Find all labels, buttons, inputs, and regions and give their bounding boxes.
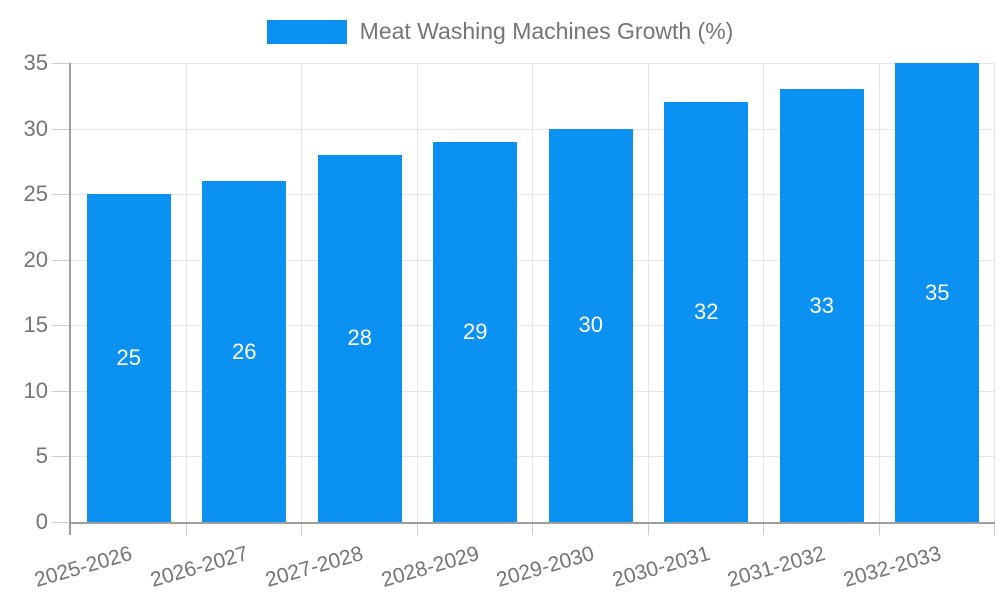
y-axis-label: 15 <box>23 312 48 338</box>
bar-value-label: 25 <box>116 345 141 371</box>
y-tick <box>52 456 69 458</box>
bar-value-label: 33 <box>809 292 834 318</box>
x-axis-label: 2029-2030 <box>494 542 598 592</box>
bar-value-label: 30 <box>578 312 603 338</box>
x-gridline <box>301 63 302 522</box>
bar: 26 <box>202 181 287 522</box>
y-tick <box>52 522 69 523</box>
x-tick <box>647 524 649 535</box>
x-tick <box>185 524 187 535</box>
bar: 30 <box>548 128 633 522</box>
bar-value-label: 32 <box>694 299 719 325</box>
bar-value-label: 35 <box>925 279 950 305</box>
x-tick <box>69 522 71 535</box>
x-tick <box>301 524 302 535</box>
x-axis-label: 2026-2027 <box>147 542 251 592</box>
bar-value-label: 28 <box>347 325 372 351</box>
bar-value-label: 29 <box>463 318 488 344</box>
y-tick <box>52 63 69 64</box>
y-gridline <box>71 456 995 458</box>
x-tick <box>416 524 418 535</box>
legend: Meat Washing Machines Growth (%) <box>0 18 1000 45</box>
bar: 33 <box>779 89 864 522</box>
bar: 25 <box>86 194 171 522</box>
y-axis-label: 10 <box>23 377 48 403</box>
x-axis-label: 2030-2031 <box>609 542 713 592</box>
y-axis-label: 35 <box>23 50 48 75</box>
legend-label: Meat Washing Machines Growth (%) <box>359 18 734 44</box>
bar: 29 <box>433 141 518 522</box>
x-gridline <box>416 63 418 522</box>
y-axis-label: 20 <box>23 246 48 272</box>
x-tick <box>994 524 995 535</box>
y-gridline <box>71 194 995 196</box>
x-gridline <box>185 63 187 522</box>
bar: 35 <box>895 63 980 522</box>
y-gridline <box>71 390 995 392</box>
x-gridline <box>994 63 995 522</box>
bar: 32 <box>664 102 749 522</box>
y-axis-label: 30 <box>23 115 48 141</box>
y-gridline <box>71 325 995 327</box>
x-axis-label: 2031-2032 <box>725 542 829 592</box>
legend-swatch <box>266 19 347 44</box>
y-tick <box>52 259 69 261</box>
x-axis-label: 2028-2029 <box>378 542 482 592</box>
y-gridline <box>71 259 995 261</box>
y-tick <box>52 390 69 392</box>
x-gridline <box>647 63 649 522</box>
y-axis-label: 5 <box>35 443 48 469</box>
x-axis-label: 2027-2028 <box>263 542 367 592</box>
y-gridline <box>71 128 995 130</box>
x-gridline <box>532 63 533 522</box>
x-axis-label: 2032-2033 <box>840 542 944 592</box>
bar-value-label: 26 <box>232 338 257 364</box>
y-tick <box>52 325 69 327</box>
bar: 28 <box>317 154 402 522</box>
x-gridline <box>763 63 764 522</box>
plot-area: 0 5 10 15 20 25 30 35 25 2025-2026 26 2026-2027 28 20… <box>24 50 995 592</box>
x-gridline <box>878 63 880 522</box>
y-tick <box>52 194 69 196</box>
x-axis-label: 2025-2026 <box>32 542 136 592</box>
x-tick <box>878 524 880 535</box>
x-tick <box>532 524 533 535</box>
y-axis-label: 25 <box>23 181 48 207</box>
y-axis-label: 0 <box>35 509 48 534</box>
y-gridline <box>71 63 995 64</box>
y-tick <box>52 128 69 130</box>
x-tick <box>763 524 764 535</box>
